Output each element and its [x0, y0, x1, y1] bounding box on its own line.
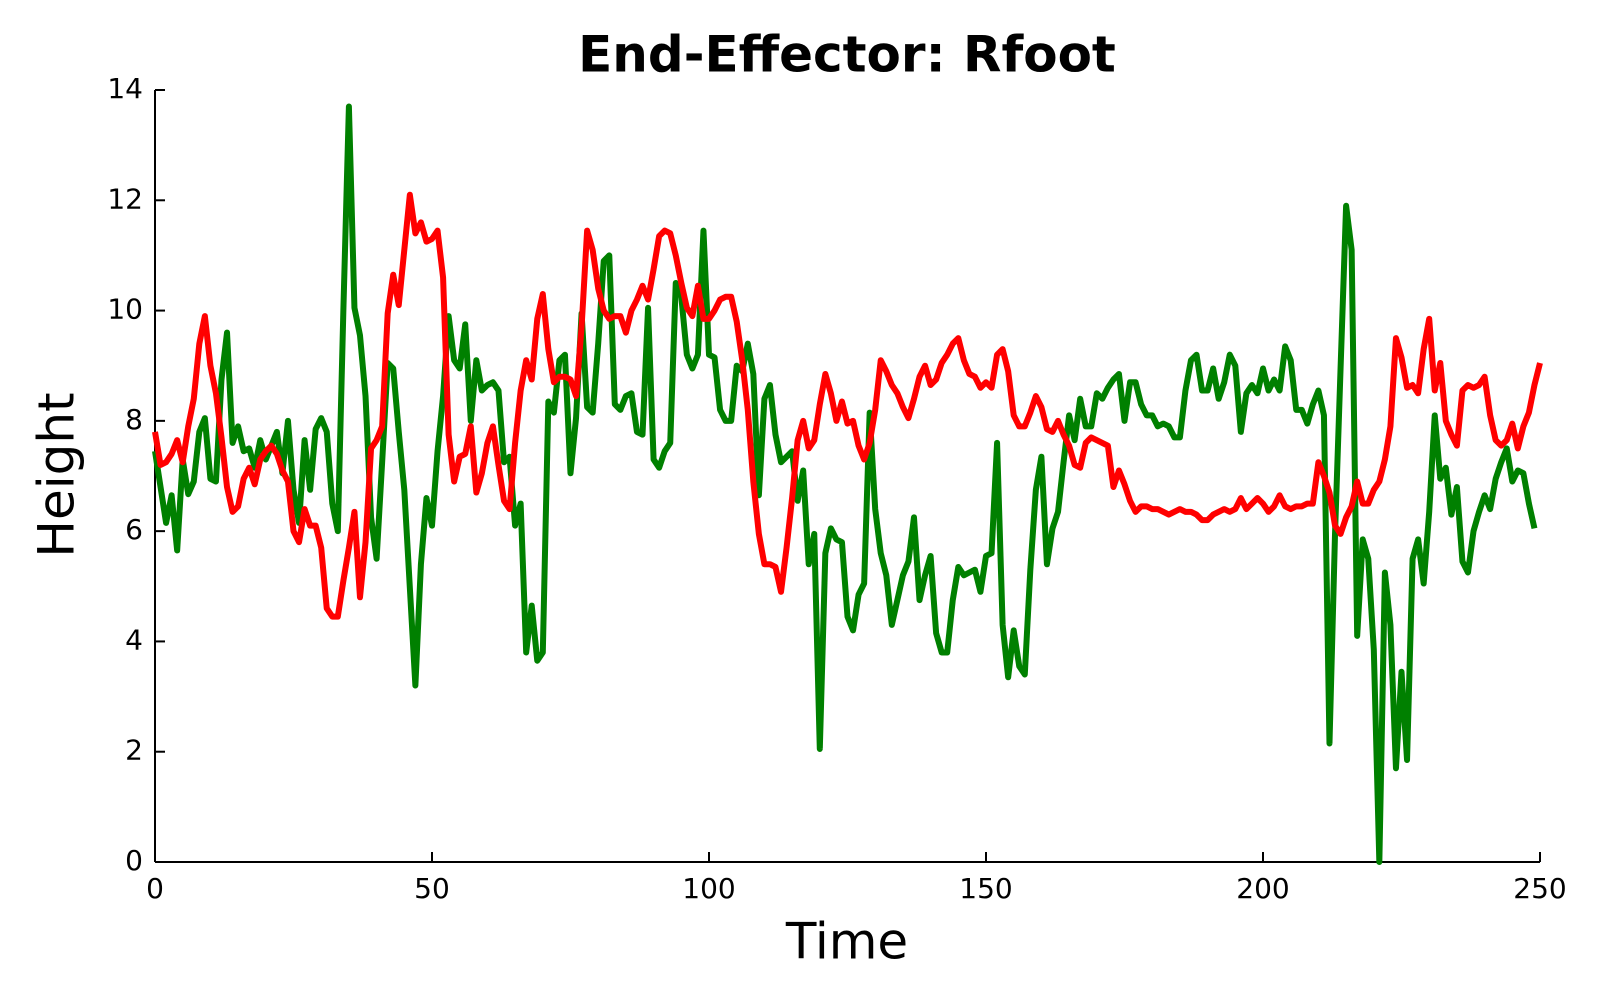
- x-axis-label: Time: [785, 913, 908, 971]
- y-tick-label: 10: [107, 293, 143, 326]
- x-tick-label: 0: [146, 872, 164, 905]
- x-tick-label: 200: [1236, 872, 1289, 905]
- y-tick-label: 12: [107, 182, 143, 215]
- x-tick-label: 250: [1513, 872, 1566, 905]
- x-tick-label: 100: [682, 872, 735, 905]
- x-tick-label: 150: [959, 872, 1012, 905]
- y-tick-label: 0: [125, 844, 143, 877]
- y-tick-label: 6: [125, 513, 143, 546]
- y-tick-label: 14: [107, 72, 143, 105]
- y-tick-label: 2: [125, 734, 143, 767]
- y-tick-label: 8: [125, 403, 143, 436]
- data-line: [152, 191, 1543, 620]
- x-tick-label: 50: [414, 872, 450, 905]
- chart-title: End-Effector: Rfoot: [578, 26, 1116, 84]
- y-tick-label: 4: [125, 623, 143, 656]
- data-line: [152, 103, 1538, 865]
- y-axis-label: Height: [28, 392, 86, 557]
